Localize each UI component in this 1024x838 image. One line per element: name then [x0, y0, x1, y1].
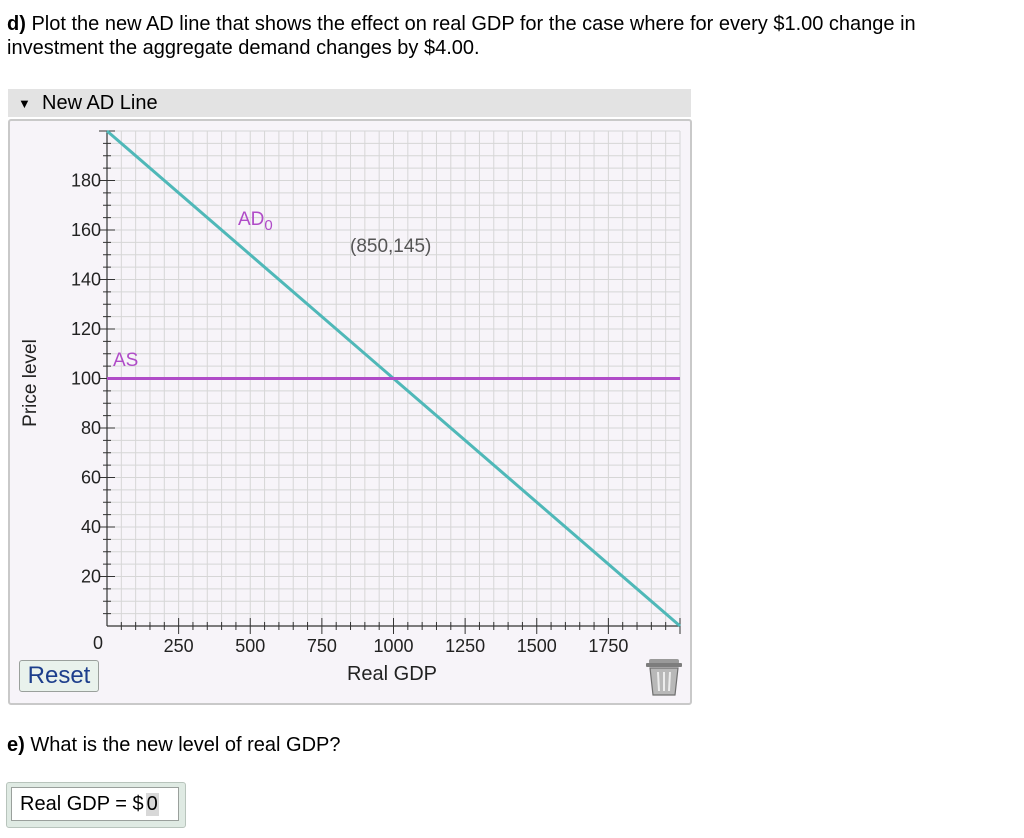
ad-curve-label: AD0 — [238, 209, 273, 234]
x-tick-label: 1500 — [517, 636, 557, 656]
x-tick-label: 1000 — [373, 636, 413, 656]
axes: 20 40 60 80 100 120 140 160 180 250 500 750 1000 1250… — [71, 130, 681, 656]
point-label: (850,145) — [350, 236, 431, 257]
question-e-label: e) — [7, 734, 25, 756]
answer-value[interactable]: 0 — [145, 792, 159, 816]
question-e-text: What is the new level of real GDP? — [24, 734, 341, 756]
y-tick-label: 180 — [71, 171, 101, 191]
series — [106, 129, 681, 628]
as-curve-label: AS — [113, 350, 138, 371]
x-tick-label: 500 — [235, 636, 265, 656]
question-e: e) What is the new level of real GDP? — [7, 733, 341, 757]
reset-button[interactable]: Reset — [19, 660, 99, 692]
answer-container: Real GDP = $0 — [6, 782, 186, 828]
y-tick-label: 20 — [81, 567, 101, 587]
trash-icon[interactable] — [643, 655, 685, 697]
x-tick-label: 1250 — [445, 636, 485, 656]
y-tick-label: 140 — [71, 270, 101, 290]
x-axis-label: Real GDP — [347, 663, 437, 685]
y-axis-label: Price level — [20, 339, 41, 427]
y-tick-label: 40 — [81, 517, 101, 537]
question-d-text: Plot the new AD line that shows the effe… — [7, 13, 916, 59]
question-d-label: d) — [7, 13, 26, 35]
graph-panel: 20 40 60 80 100 120 140 160 180 250 500 750 1000 1250… — [8, 119, 692, 705]
new-ad-line-panel-header[interactable]: ▼ New AD Line — [8, 89, 691, 117]
y-tick-label: 60 — [81, 468, 101, 488]
y-tick-label: 160 — [71, 220, 101, 240]
y-tick-label: 100 — [71, 369, 101, 389]
x-tick-label: 250 — [164, 636, 194, 656]
real-gdp-answer-field[interactable]: Real GDP = $0 — [11, 787, 179, 821]
y-tick-label: 80 — [81, 418, 101, 438]
y-tick-label: 120 — [71, 319, 101, 339]
answer-prefix: Real GDP = $ — [20, 792, 144, 815]
x-tick-label: 750 — [307, 636, 337, 656]
question-d: d) Plot the new AD line that shows the e… — [7, 12, 1012, 60]
origin-label: 0 — [93, 633, 103, 653]
caret-down-icon[interactable]: ▼ — [18, 95, 31, 111]
x-tick-label: 1750 — [588, 636, 628, 656]
ad-as-graph[interactable]: 20 40 60 80 100 120 140 160 180 250 500 750 1000 1250… — [10, 121, 690, 703]
panel-title: New AD Line — [42, 91, 158, 114]
